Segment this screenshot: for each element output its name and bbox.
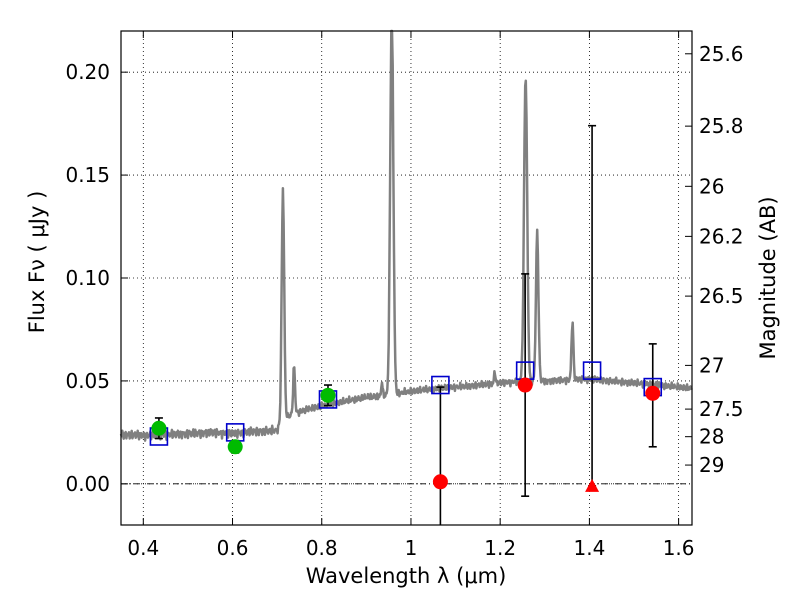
photometry-markers [149,361,663,492]
magnitude-tick-label: 26 [699,174,724,198]
optical-photometry-point [227,439,243,455]
x-tick-label: 0.4 [127,536,159,560]
plot-background [121,31,692,525]
y-axis-label: Flux Fν ( μJy ) [25,191,49,334]
model-photometry-point [431,375,450,395]
spectrum-series [119,29,693,442]
y-tick-label: 0.05 [65,369,110,393]
spectrum-line [119,29,693,442]
upper-limit-marker [585,478,600,492]
y-tick-label: 0.00 [65,472,110,496]
y-tick-label: 0.15 [65,163,110,187]
y2-axis-label: Magnitude (AB) [756,196,780,359]
magnitude-tick-label: 26.5 [699,284,744,308]
optical-photometry-point [151,420,167,436]
magnitude-tick-label: 27 [699,353,724,377]
model-photometry-point [582,361,602,380]
x-axis-label: Wavelength λ (μm) [306,564,507,588]
x-tick-label: 1.2 [484,536,516,560]
magnitude-tick-label: 26.2 [699,224,744,248]
y-tick-label: 0.10 [65,266,110,290]
x-tick-label: 1.6 [663,536,695,560]
y-tick-label: 0.20 [65,60,110,84]
nir-photometry-point [645,385,661,401]
tick-labels: 0.4 0.6 0.8 1 1.2 1.4 1.6 0.00 0.05 0.10 0.15 0.20 2… [65,42,743,560]
x-tick-label: 0.8 [306,536,338,560]
x-tick-label: 0.6 [217,536,249,560]
nir-photometry-point [432,474,448,490]
x-tick-label: 1 [405,536,418,560]
nir-photometry-point [517,377,533,393]
x-tick-label: 1.4 [573,536,605,560]
magnitude-tick-label: 29 [699,453,724,477]
magnitude-tick-label: 27.5 [699,397,744,421]
optical-photometry-point [320,387,336,403]
magnitude-tick-label: 28 [699,425,724,449]
magnitude-tick-label: 25.6 [699,42,744,66]
magnitude-tick-label: 25.8 [699,114,744,138]
axis-ticks [121,31,692,525]
